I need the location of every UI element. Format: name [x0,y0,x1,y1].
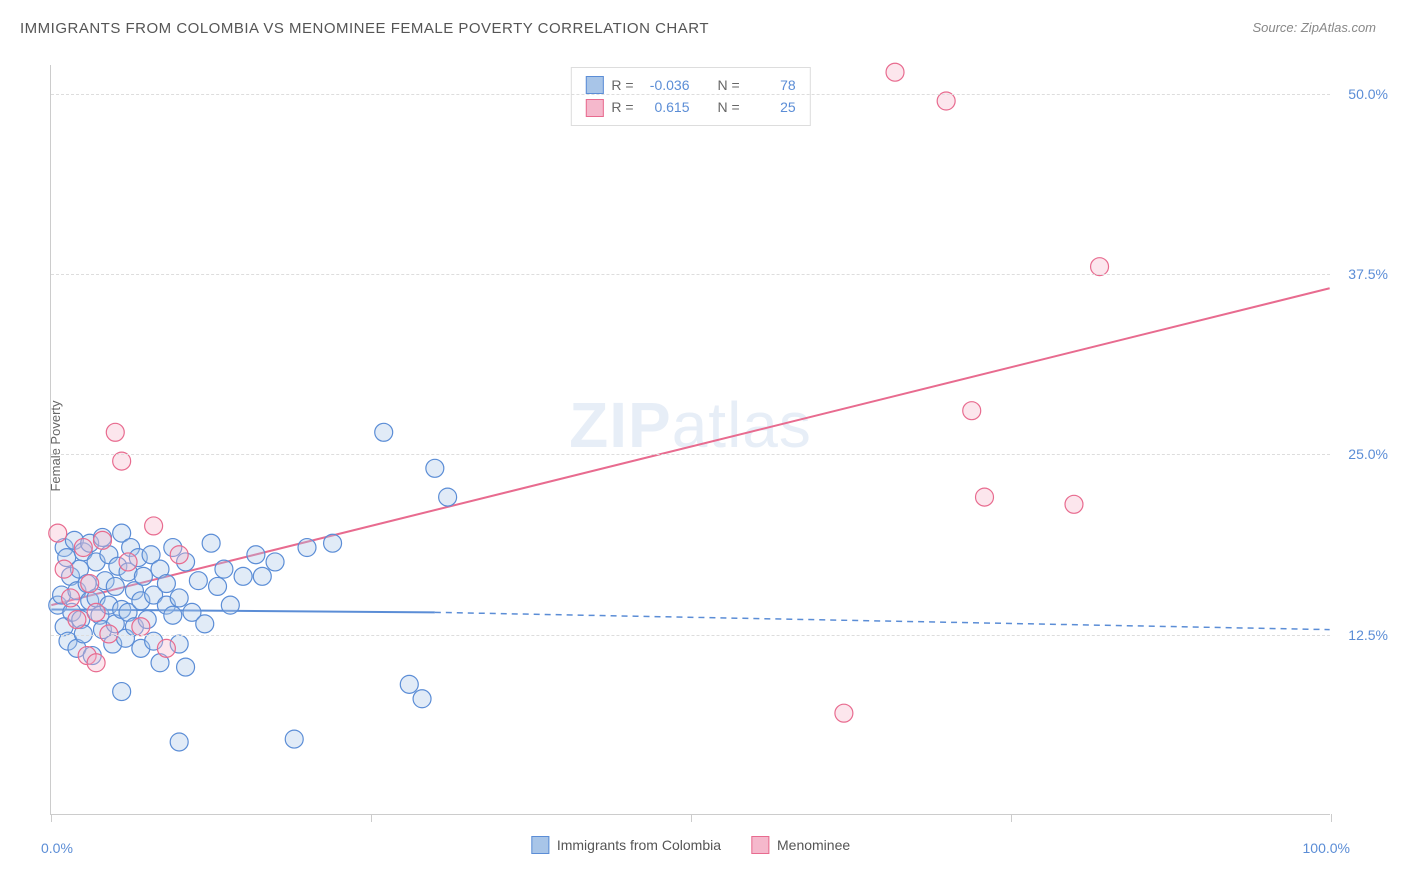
x-tick [51,814,52,822]
plot-area: ZIPatlas R = -0.036 N = 78 R = 0.615 N =… [50,65,1330,815]
scatter-plot-svg [51,65,1330,814]
n-value-1: 25 [748,96,796,118]
swatch-series-0 [585,76,603,94]
x-tick [371,814,372,822]
y-tick-label: 37.5% [1348,266,1388,282]
swatch-bottom-1 [751,836,769,854]
legend-item-0: Immigrants from Colombia [531,836,721,854]
gridline-h [51,454,1330,455]
chart-title: IMMIGRANTS FROM COLOMBIA VS MENOMINEE FE… [20,20,709,37]
gridline-h [51,274,1330,275]
x-tick [1011,814,1012,822]
source-attribution: Source: ZipAtlas.com [1252,20,1376,35]
legend-row-series-1: R = 0.615 N = 25 [585,96,795,118]
gridline-h [51,635,1330,636]
y-tick-label: 50.0% [1348,86,1388,102]
n-label: N = [718,96,740,118]
legend-stats-box: R = -0.036 N = 78 R = 0.615 N = 25 [570,67,810,126]
legend-label-1: Menominee [777,837,850,853]
r-value-1: 0.615 [642,96,690,118]
legend-item-1: Menominee [751,836,850,854]
r-label: R = [611,96,633,118]
y-tick-label: 12.5% [1348,627,1388,643]
x-tick-label-min: 0.0% [41,840,73,856]
y-tick-label: 25.0% [1348,446,1388,462]
legend-label-0: Immigrants from Colombia [557,837,721,853]
gridline-h [51,94,1330,95]
x-tick-label-max: 100.0% [1303,840,1350,856]
x-tick [691,814,692,822]
x-tick [1331,814,1332,822]
swatch-bottom-0 [531,836,549,854]
legend-bottom: Immigrants from Colombia Menominee [531,836,850,854]
swatch-series-1 [585,99,603,117]
